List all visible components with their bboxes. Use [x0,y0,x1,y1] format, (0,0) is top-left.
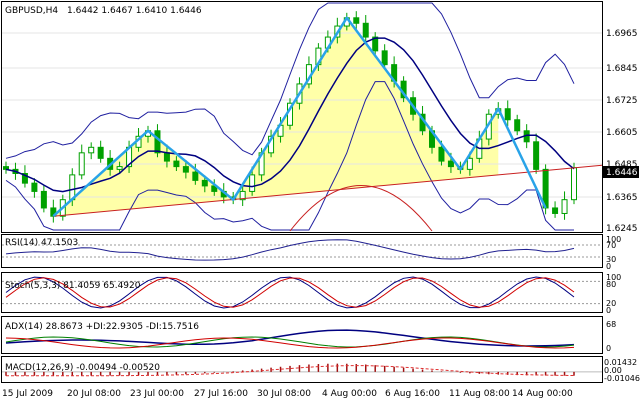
moving-average-line [5,37,575,193]
price-axis-label: 1.6965 [606,29,638,39]
stoch-level: 100 [606,273,621,282]
current-price-tag: 1.6446 [603,166,639,178]
plus-di-line [5,336,575,348]
current-price-value: 1.6446 [606,168,638,178]
adx-level: 0 [606,344,611,353]
candle-body [40,190,47,209]
candle-body [154,130,161,154]
adx-level: 68 [606,320,616,329]
candle-body [372,36,379,52]
candle-body [466,157,473,170]
projection-arc [289,185,433,232]
adx-lines [5,329,575,349]
price-axis: 1.6965 1.6845 1.6725 1.6605 1.6485 1.636… [606,29,638,234]
macd-histogram [2,363,602,377]
stoch-pane[interactable] [1,272,603,313]
bollinger-bands [5,2,575,231]
candlesticks [3,11,577,223]
candle-body [571,167,577,201]
price-axis-label: 1.6245 [606,224,638,234]
minus-di-line [5,337,575,349]
pattern-fill-polygon [53,17,499,217]
chart-symbol-label: GBPUSD,H4 1.6442 1.6467 1.6410 1.6446 [5,6,202,16]
adx-label: ADX(14) 28.8673 +DI:22.9305 -DI:15.7516 [5,322,199,332]
trend-line [53,164,603,217]
stoch-signal-line [5,277,575,308]
price-axis-label: 1.6725 [606,96,638,106]
macd-level: -0.01046 [604,374,640,383]
bollinger-upper-line [5,2,575,159]
candle-body [116,166,123,170]
moving-average [5,37,575,193]
macd-pane[interactable] [1,356,603,383]
candle-body [163,152,170,162]
time-axis-label: 15 Jul 2009 [2,389,53,399]
time-axis-label: 11 Aug 08:00 [449,389,510,399]
price-axis-label: 1.6485 [606,160,638,170]
zigzag-pattern-line [52,16,547,218]
candle-body [173,160,180,168]
stoch-level: 20 [606,299,616,308]
pattern-lines[interactable] [52,16,603,232]
candle-body [31,182,38,192]
pattern-fill-area [53,17,499,217]
candle-body [239,190,246,201]
rsi-level: 0 [606,262,611,271]
candle-body [97,146,104,159]
candle-body [192,171,199,181]
candle-body [447,160,454,168]
candle-body [353,17,360,24]
time-axis: 15 Jul 2009 20 Jul 08:00 23 Jul 00:00 27… [2,389,573,399]
rsi-pane[interactable] [1,234,603,268]
time-axis-label: 4 Aug 00:00 [322,389,377,399]
rsi-level: 70 [606,241,616,250]
price-tag-background [603,166,639,178]
time-axis-label: 30 Jul 08:00 [257,389,311,399]
adx-pane[interactable] [1,316,603,354]
time-axis-label: 23 Jul 00:00 [130,389,184,399]
stochastic-lines [2,276,602,309]
candle-body [561,199,568,214]
time-axis-label: 14 Aug 00:00 [512,389,573,399]
price-axis-label: 1.6365 [606,193,638,203]
candle-body [3,166,9,170]
rsi-line-path [5,239,575,261]
macd-level: 0.00 [604,366,622,375]
macd-label: MACD(12,26,9) -0.00494 -0.00520 [5,363,160,373]
bollinger-lower-line [5,81,574,231]
price-axis-label: 1.6605 [606,128,638,138]
price-axis-label: 1.6845 [606,64,638,74]
time-axis-label: 27 Jul 16:00 [194,389,248,399]
stoch-level: 0 [606,306,611,315]
time-axis-label: 20 Jul 08:00 [67,389,121,399]
candle-body [552,207,559,214]
rsi-level: 30 [606,255,616,264]
candle-body [362,22,369,38]
stoch-level: 80 [606,280,616,289]
rsi-label: RSI(14) 47.1503 [5,238,78,248]
candle-body [78,152,85,176]
stoch-label: Stoch(5,3,3) 81.4059 65.4920 [5,281,141,291]
time-axis-label: 6 Aug 16:00 [385,389,440,399]
candle-body [249,174,256,192]
main-chart-pane[interactable] [1,1,603,233]
candle-body [381,50,388,66]
rsi-line [2,239,602,261]
candle-body [201,179,208,187]
candle-body [88,146,95,154]
candle-body [21,173,28,184]
candle-body [514,119,521,132]
candle-body [533,141,540,170]
macd-level: 0.01432 [604,358,637,367]
adx-line [5,329,575,347]
candle-body [438,146,445,162]
candle-body [504,108,511,121]
rsi-level: 100 [606,235,621,244]
candle-body [182,166,189,173]
